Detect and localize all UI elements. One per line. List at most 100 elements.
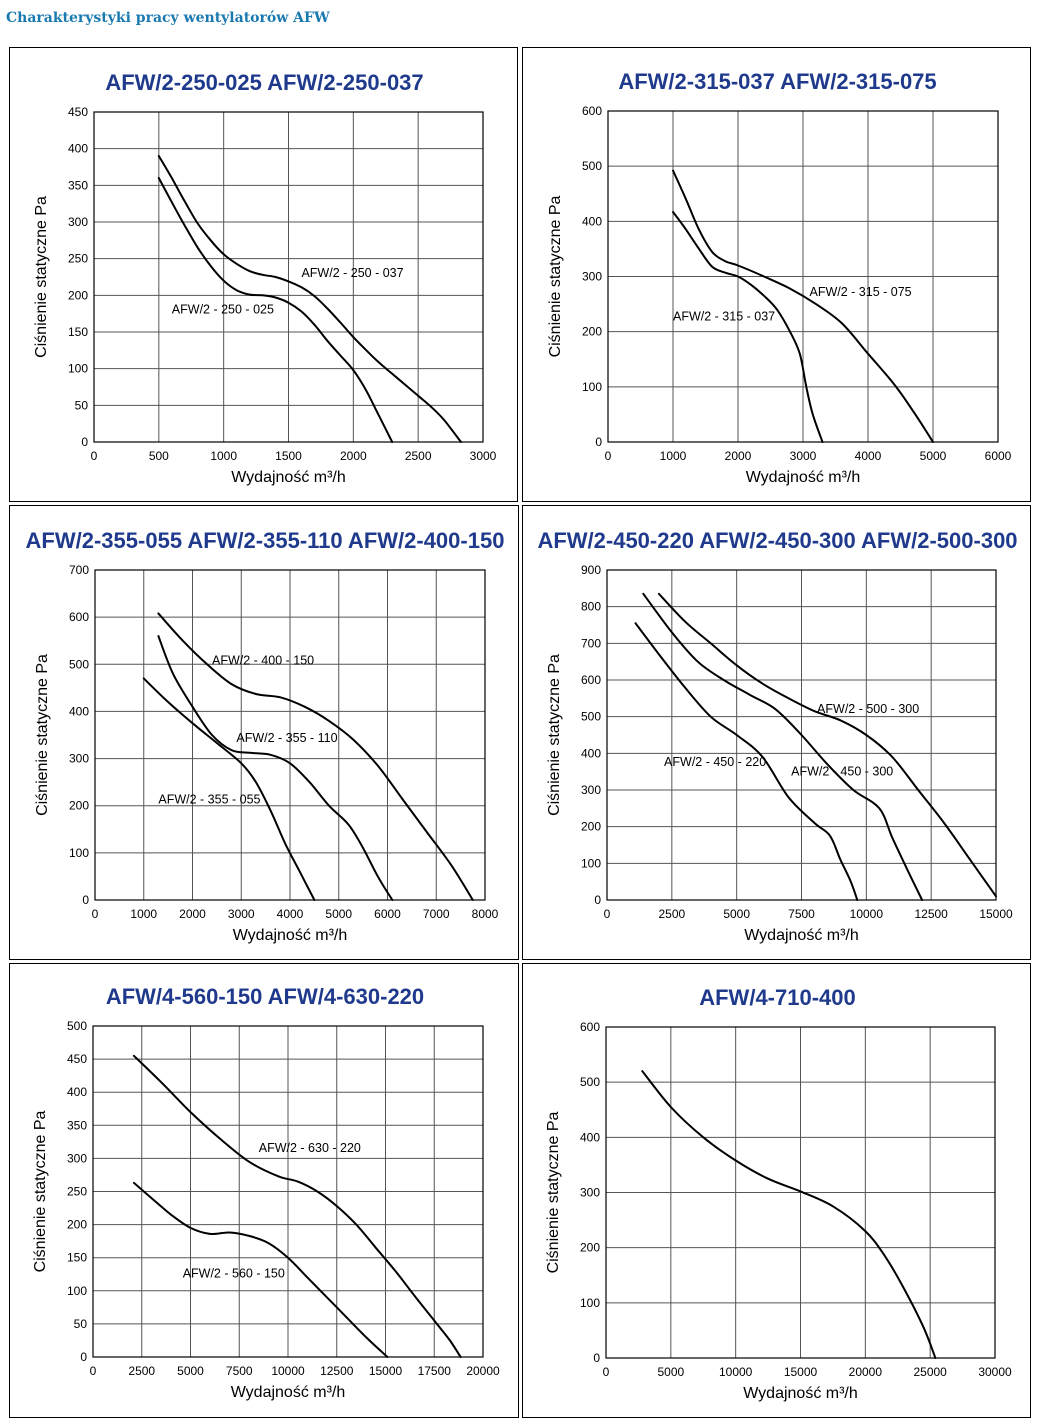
x-axis-label: Wydajność m³/h	[744, 927, 859, 944]
plot-frame	[94, 569, 486, 901]
x-tick-label: 5000	[920, 449, 947, 463]
chart-title: AFW/2-450-220 AFW/2-450-300 AFW/2-500-30…	[537, 528, 1017, 553]
y-tick-label: 150	[67, 1251, 87, 1265]
x-tick-label: 0	[604, 907, 611, 921]
y-tick-label: 300	[69, 752, 89, 766]
series-label-1: AFW/2 - 355 - 055	[158, 792, 260, 806]
x-tick-label: 3000	[228, 907, 255, 921]
chart-panel-4: AFW/2-450-220 AFW/2-450-300 AFW/2-500-30…	[522, 505, 1031, 960]
x-tick-label: 1500	[275, 449, 302, 463]
y-tick-label: 450	[68, 105, 88, 119]
x-tick-label: 8000	[472, 907, 499, 921]
chart-6: AFW/4-710-4000 5000 10000 15000 20000 25000 30…	[545, 985, 1012, 1402]
y-tick-label: 500	[67, 1019, 87, 1033]
y-tick-label: 500	[69, 657, 89, 671]
y-tick-label: 350	[68, 178, 88, 192]
x-axis-label: Wydajność m³/h	[231, 1384, 346, 1401]
y-tick-label: 800	[581, 600, 601, 614]
x-tick-label: 10000	[719, 1365, 753, 1379]
x-tick-label: 4000	[277, 907, 304, 921]
series-curve-2	[157, 635, 394, 901]
series-curve-2	[132, 1054, 462, 1358]
y-tick-label: 100	[580, 1296, 600, 1310]
chart-panel-5: AFW/4-560-150 AFW/4-630-220 0 2500 5000 7500…	[9, 963, 519, 1418]
y-tick-label: 100	[581, 856, 601, 870]
x-tick-label: 1000	[130, 907, 157, 921]
y-tick-label: 450	[67, 1052, 87, 1066]
plot-frame	[607, 110, 999, 443]
x-tick-label: 10000	[850, 907, 884, 921]
x-tick-label: 0	[91, 449, 98, 463]
y-tick-label: 150	[68, 325, 88, 339]
y-tick-label: 0	[81, 435, 88, 449]
x-tick-label: 500	[149, 449, 169, 463]
plot-frame	[605, 1026, 996, 1359]
y-axis-label: Ciśnienie statyczne Pa	[32, 1110, 49, 1272]
x-axis-label: Wydajność m³/h	[743, 1385, 858, 1402]
x-tick-label: 4000	[855, 449, 882, 463]
x-tick-label: 5000	[325, 907, 352, 921]
x-tick-label: 5000	[723, 907, 750, 921]
x-tick-label: 0	[605, 449, 612, 463]
series-curve-1	[672, 211, 824, 443]
x-axis-label: Wydajność m³/h	[746, 469, 861, 486]
x-tick-label: 15000	[369, 1364, 403, 1378]
x-tick-label: 0	[603, 1365, 610, 1379]
x-tick-label: 6000	[985, 449, 1012, 463]
x-tick-label: 1000	[660, 449, 687, 463]
x-tick-label: 15000	[979, 907, 1013, 921]
x-tick-label: 3000	[470, 449, 497, 463]
y-tick-label: 600	[581, 673, 601, 687]
chart-3: AFW/2-355-055 AFW/2-355-110 AFW/2-400-15…	[26, 528, 505, 944]
series-curve-1	[142, 677, 316, 901]
y-tick-label: 400	[581, 746, 601, 760]
y-tick-label: 0	[594, 893, 601, 907]
series-label-3: AFW/2 - 500 - 300	[817, 702, 919, 716]
chart-title: AFW/2-355-055 AFW/2-355-110 AFW/2-400-15…	[26, 528, 505, 553]
y-axis-label: Ciśnienie statyczne Pa	[545, 1111, 562, 1273]
x-tick-label: 7000	[423, 907, 450, 921]
x-tick-label: 6000	[374, 907, 401, 921]
y-tick-label: 0	[80, 1350, 87, 1364]
y-tick-label: 350	[67, 1118, 87, 1132]
y-tick-label: 250	[67, 1185, 87, 1199]
y-tick-label: 600	[580, 1020, 600, 1034]
x-tick-label: 2500	[405, 449, 432, 463]
y-axis-label: Ciśnienie statyczne Pa	[33, 196, 50, 358]
y-tick-label: 0	[82, 893, 89, 907]
chart-4: AFW/2-450-220 AFW/2-450-300 AFW/2-500-30…	[537, 528, 1017, 944]
y-tick-label: 400	[580, 1130, 600, 1144]
x-tick-label: 5000	[657, 1365, 684, 1379]
x-tick-label: 3000	[790, 449, 817, 463]
x-tick-label: 17500	[418, 1364, 452, 1378]
series-label-1: AFW/2 - 250 - 025	[172, 303, 274, 317]
y-tick-label: 200	[68, 288, 88, 302]
y-tick-label: 400	[67, 1085, 87, 1099]
y-tick-label: 0	[593, 1351, 600, 1365]
y-tick-label: 200	[581, 820, 601, 834]
x-axis-label: Wydajność m³/h	[233, 927, 348, 944]
x-tick-label: 15000	[784, 1365, 818, 1379]
x-tick-label: 7500	[788, 907, 815, 921]
chart-title: AFW/4-560-150 AFW/4-630-220	[106, 984, 424, 1009]
series-curve-3	[157, 612, 474, 901]
chart-panel-1: AFW/2-250-025 AFW/2-250-037 0 500 1000 1500 2…	[9, 47, 518, 502]
y-tick-label: 100	[68, 362, 88, 376]
series-curve-1	[132, 1181, 389, 1358]
series-label-1: AFW/2 - 450 - 220	[664, 755, 766, 769]
series-curve-1	[641, 1070, 937, 1359]
series-curve-2	[642, 592, 924, 901]
y-tick-label: 300	[580, 1186, 600, 1200]
plot-frame	[93, 111, 484, 443]
x-tick-label: 30000	[978, 1365, 1012, 1379]
page-heading: Charakterystyki pracy wentylatorów AFW	[6, 10, 330, 26]
x-tick-label: 1000	[210, 449, 237, 463]
y-tick-label: 100	[582, 380, 602, 394]
x-tick-label: 2000	[725, 449, 752, 463]
x-tick-label: 0	[90, 1364, 97, 1378]
x-tick-label: 2500	[128, 1364, 155, 1378]
y-tick-label: 500	[580, 1075, 600, 1089]
y-tick-label: 50	[74, 1317, 88, 1331]
series-label-1: AFW/2 - 315 - 037	[673, 310, 775, 324]
y-tick-label: 0	[595, 435, 602, 449]
